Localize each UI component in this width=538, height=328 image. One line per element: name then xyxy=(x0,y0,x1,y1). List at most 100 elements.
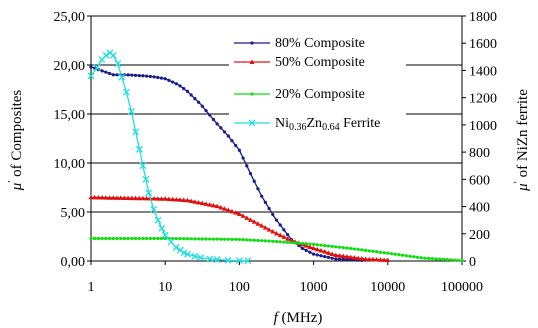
data-point xyxy=(122,236,126,241)
data-point xyxy=(359,256,365,261)
data-point xyxy=(262,225,268,230)
data-point xyxy=(139,162,147,170)
data-point xyxy=(114,195,120,200)
data-point xyxy=(118,195,124,200)
data-point xyxy=(345,257,349,262)
data-point xyxy=(249,59,255,64)
legend-ferrite-sub-2: 0.64 xyxy=(322,122,340,133)
data-point xyxy=(159,76,164,80)
data-point xyxy=(319,243,323,247)
data-point xyxy=(144,195,150,201)
data-point xyxy=(211,117,216,122)
data-point xyxy=(196,100,201,104)
legend-symbol-nizn-ferrite xyxy=(234,119,270,127)
data-point xyxy=(158,224,166,232)
legend-symbol-20-composite xyxy=(234,92,270,96)
data-point xyxy=(172,243,180,251)
data-point xyxy=(136,145,143,153)
data-point xyxy=(189,237,193,241)
axis-ticks: 0,00 5,00 10,00 15,00 20,00 25,00 0 200 400 600 80… xyxy=(54,10,498,295)
x-axis-title-unit: (MHz) xyxy=(278,310,323,326)
data-point xyxy=(297,241,301,245)
data-point xyxy=(333,252,339,258)
series-0 xyxy=(89,65,366,262)
data-point xyxy=(293,241,297,245)
data-point xyxy=(356,247,360,252)
data-point xyxy=(156,75,160,80)
series-3 xyxy=(87,49,252,265)
data-point xyxy=(178,84,182,88)
y-right-tick-label: 400 xyxy=(469,201,490,216)
data-point xyxy=(352,247,357,251)
data-point xyxy=(267,239,271,243)
data-point xyxy=(222,206,228,211)
data-point xyxy=(337,257,342,261)
data-point xyxy=(136,195,142,201)
data-point xyxy=(207,202,213,207)
y-right-tick-label: 800 xyxy=(469,146,490,161)
y-left-tick-label: 25,00 xyxy=(54,10,86,25)
data-point xyxy=(189,93,193,97)
data-point xyxy=(288,237,294,243)
data-point xyxy=(127,107,135,115)
data-point xyxy=(452,258,457,262)
data-point xyxy=(408,254,412,258)
data-point xyxy=(229,208,235,214)
data-point xyxy=(224,256,232,264)
data-point xyxy=(170,196,176,202)
data-point xyxy=(244,215,250,220)
data-point xyxy=(307,244,313,249)
data-point xyxy=(263,200,267,204)
y-left-tick-label: 0,00 xyxy=(61,255,86,270)
legend-symbol-50-composite xyxy=(234,59,270,64)
data-point xyxy=(260,239,264,243)
data-point xyxy=(92,194,98,200)
data-point xyxy=(381,257,387,262)
data-point xyxy=(171,80,175,84)
data-point xyxy=(230,237,234,241)
data-point xyxy=(348,254,354,260)
data-point xyxy=(88,194,94,200)
data-point xyxy=(107,236,112,241)
data-point xyxy=(222,130,227,134)
data-point xyxy=(274,218,279,222)
data-point xyxy=(95,194,101,200)
data-point xyxy=(441,257,446,261)
data-point xyxy=(219,237,223,241)
data-point xyxy=(182,87,186,91)
data-point xyxy=(423,256,427,260)
data-point xyxy=(322,249,328,254)
data-point xyxy=(210,202,216,208)
data-point xyxy=(125,195,131,201)
data-point xyxy=(256,187,260,191)
data-point xyxy=(385,257,391,263)
data-point xyxy=(163,236,167,241)
y-right-tick-label: 200 xyxy=(469,228,490,243)
data-point xyxy=(363,256,369,262)
data-point xyxy=(419,256,423,260)
data-point xyxy=(215,237,219,241)
data-point xyxy=(206,255,214,263)
data-point xyxy=(191,252,199,260)
data-point xyxy=(166,196,172,202)
data-point xyxy=(137,236,141,241)
data-point xyxy=(193,237,197,241)
data-point xyxy=(155,196,161,201)
y-right-tick-label: 0 xyxy=(469,255,476,270)
data-point xyxy=(103,195,109,200)
data-point xyxy=(344,254,350,259)
data-point xyxy=(152,236,156,241)
data-point xyxy=(145,189,153,197)
data-point xyxy=(137,73,141,78)
data-point xyxy=(107,71,112,76)
data-point xyxy=(260,194,264,198)
data-point xyxy=(176,246,184,254)
data-point xyxy=(375,250,379,254)
data-point xyxy=(177,197,183,202)
series-group xyxy=(87,49,464,265)
data-point xyxy=(140,195,146,201)
data-point xyxy=(255,221,261,226)
legend-ferrite-part-zn: Zn xyxy=(307,116,323,131)
data-point xyxy=(241,238,245,242)
series-2 xyxy=(89,236,464,263)
